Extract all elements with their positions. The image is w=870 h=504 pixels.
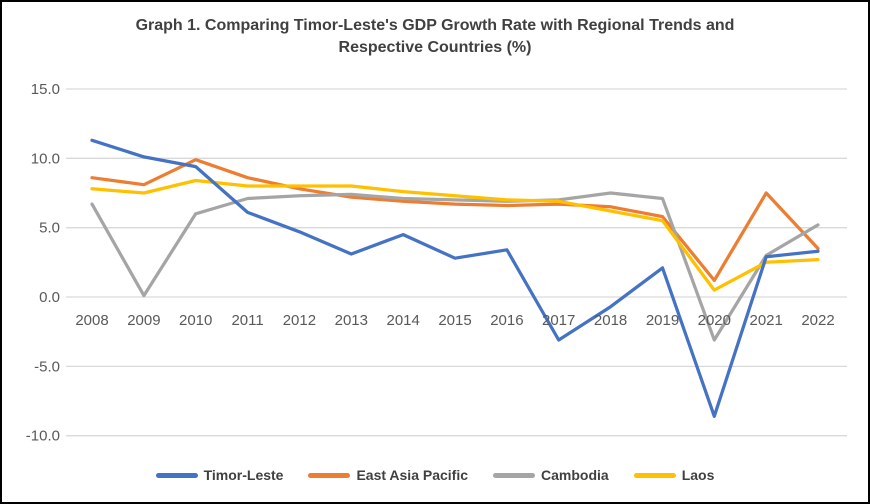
chart-title-line-1: Graph 1. Comparing Timor-Leste's GDP Gro…	[135, 17, 735, 34]
x-axis-tick-label: 2008	[75, 312, 108, 329]
legend-label: East Asia Pacific	[356, 467, 469, 483]
legend-item-east-asia-pacific: East Asia Pacific	[308, 467, 468, 483]
legend-swatch-icon	[155, 472, 198, 478]
legend-item-laos: Laos	[633, 467, 715, 483]
x-axis-tick-label: 2014	[387, 312, 420, 329]
x-axis-tick-label: 2017	[542, 312, 575, 329]
x-axis-tick-label: 2013	[335, 312, 368, 329]
x-axis-tick-label: 2012	[283, 312, 316, 329]
y-axis-tick-label: 10.0	[31, 150, 60, 167]
legend-swatch-icon	[493, 472, 536, 478]
x-axis-tick-label: 2016	[490, 312, 523, 329]
x-axis-tick-label: 2009	[127, 312, 160, 329]
y-axis-tick-label: 0.0	[39, 289, 60, 306]
chart-title: Graph 1. Comparing Timor-Leste's GDP Gro…	[2, 15, 868, 59]
series-line-east-asia-pacific	[90, 158, 820, 283]
x-axis-tick-label: 2020	[698, 312, 731, 329]
legend-label: Timor-Leste	[203, 467, 284, 483]
legend-swatch-icon	[633, 472, 676, 478]
legend-label: Laos	[681, 467, 715, 483]
x-axis-tick-label: 2018	[594, 312, 627, 329]
y-axis-tick-label: -10.0	[26, 428, 60, 445]
y-axis-tick-label: 15.0	[31, 81, 60, 98]
x-axis-tick-label: 2019	[646, 312, 679, 329]
x-axis-tick-label: 2021	[750, 312, 783, 329]
chart-legend: Timor-Leste East Asia Pacific Cambodia Laos	[2, 463, 868, 487]
x-axis-tick-label: 2010	[179, 312, 212, 329]
legend-swatch-icon	[308, 472, 351, 478]
x-axis-tick-label: 2022	[801, 312, 834, 329]
chart-title-line-2: Respective Countries (%)	[338, 39, 532, 56]
legend-item-cambodia: Cambodia	[493, 467, 609, 483]
legend-item-timor-leste: Timor-Leste	[155, 467, 284, 483]
x-axis-tick-label: 2015	[438, 312, 471, 329]
series-line-cambodia	[90, 191, 820, 342]
x-axis-tick-label: 2011	[231, 312, 263, 329]
legend-label: Cambodia	[541, 467, 609, 483]
y-axis-tick-label: 5.0	[39, 220, 60, 237]
series-line-timor-leste	[90, 138, 820, 418]
y-axis-tick-label: -5.0	[34, 358, 60, 375]
